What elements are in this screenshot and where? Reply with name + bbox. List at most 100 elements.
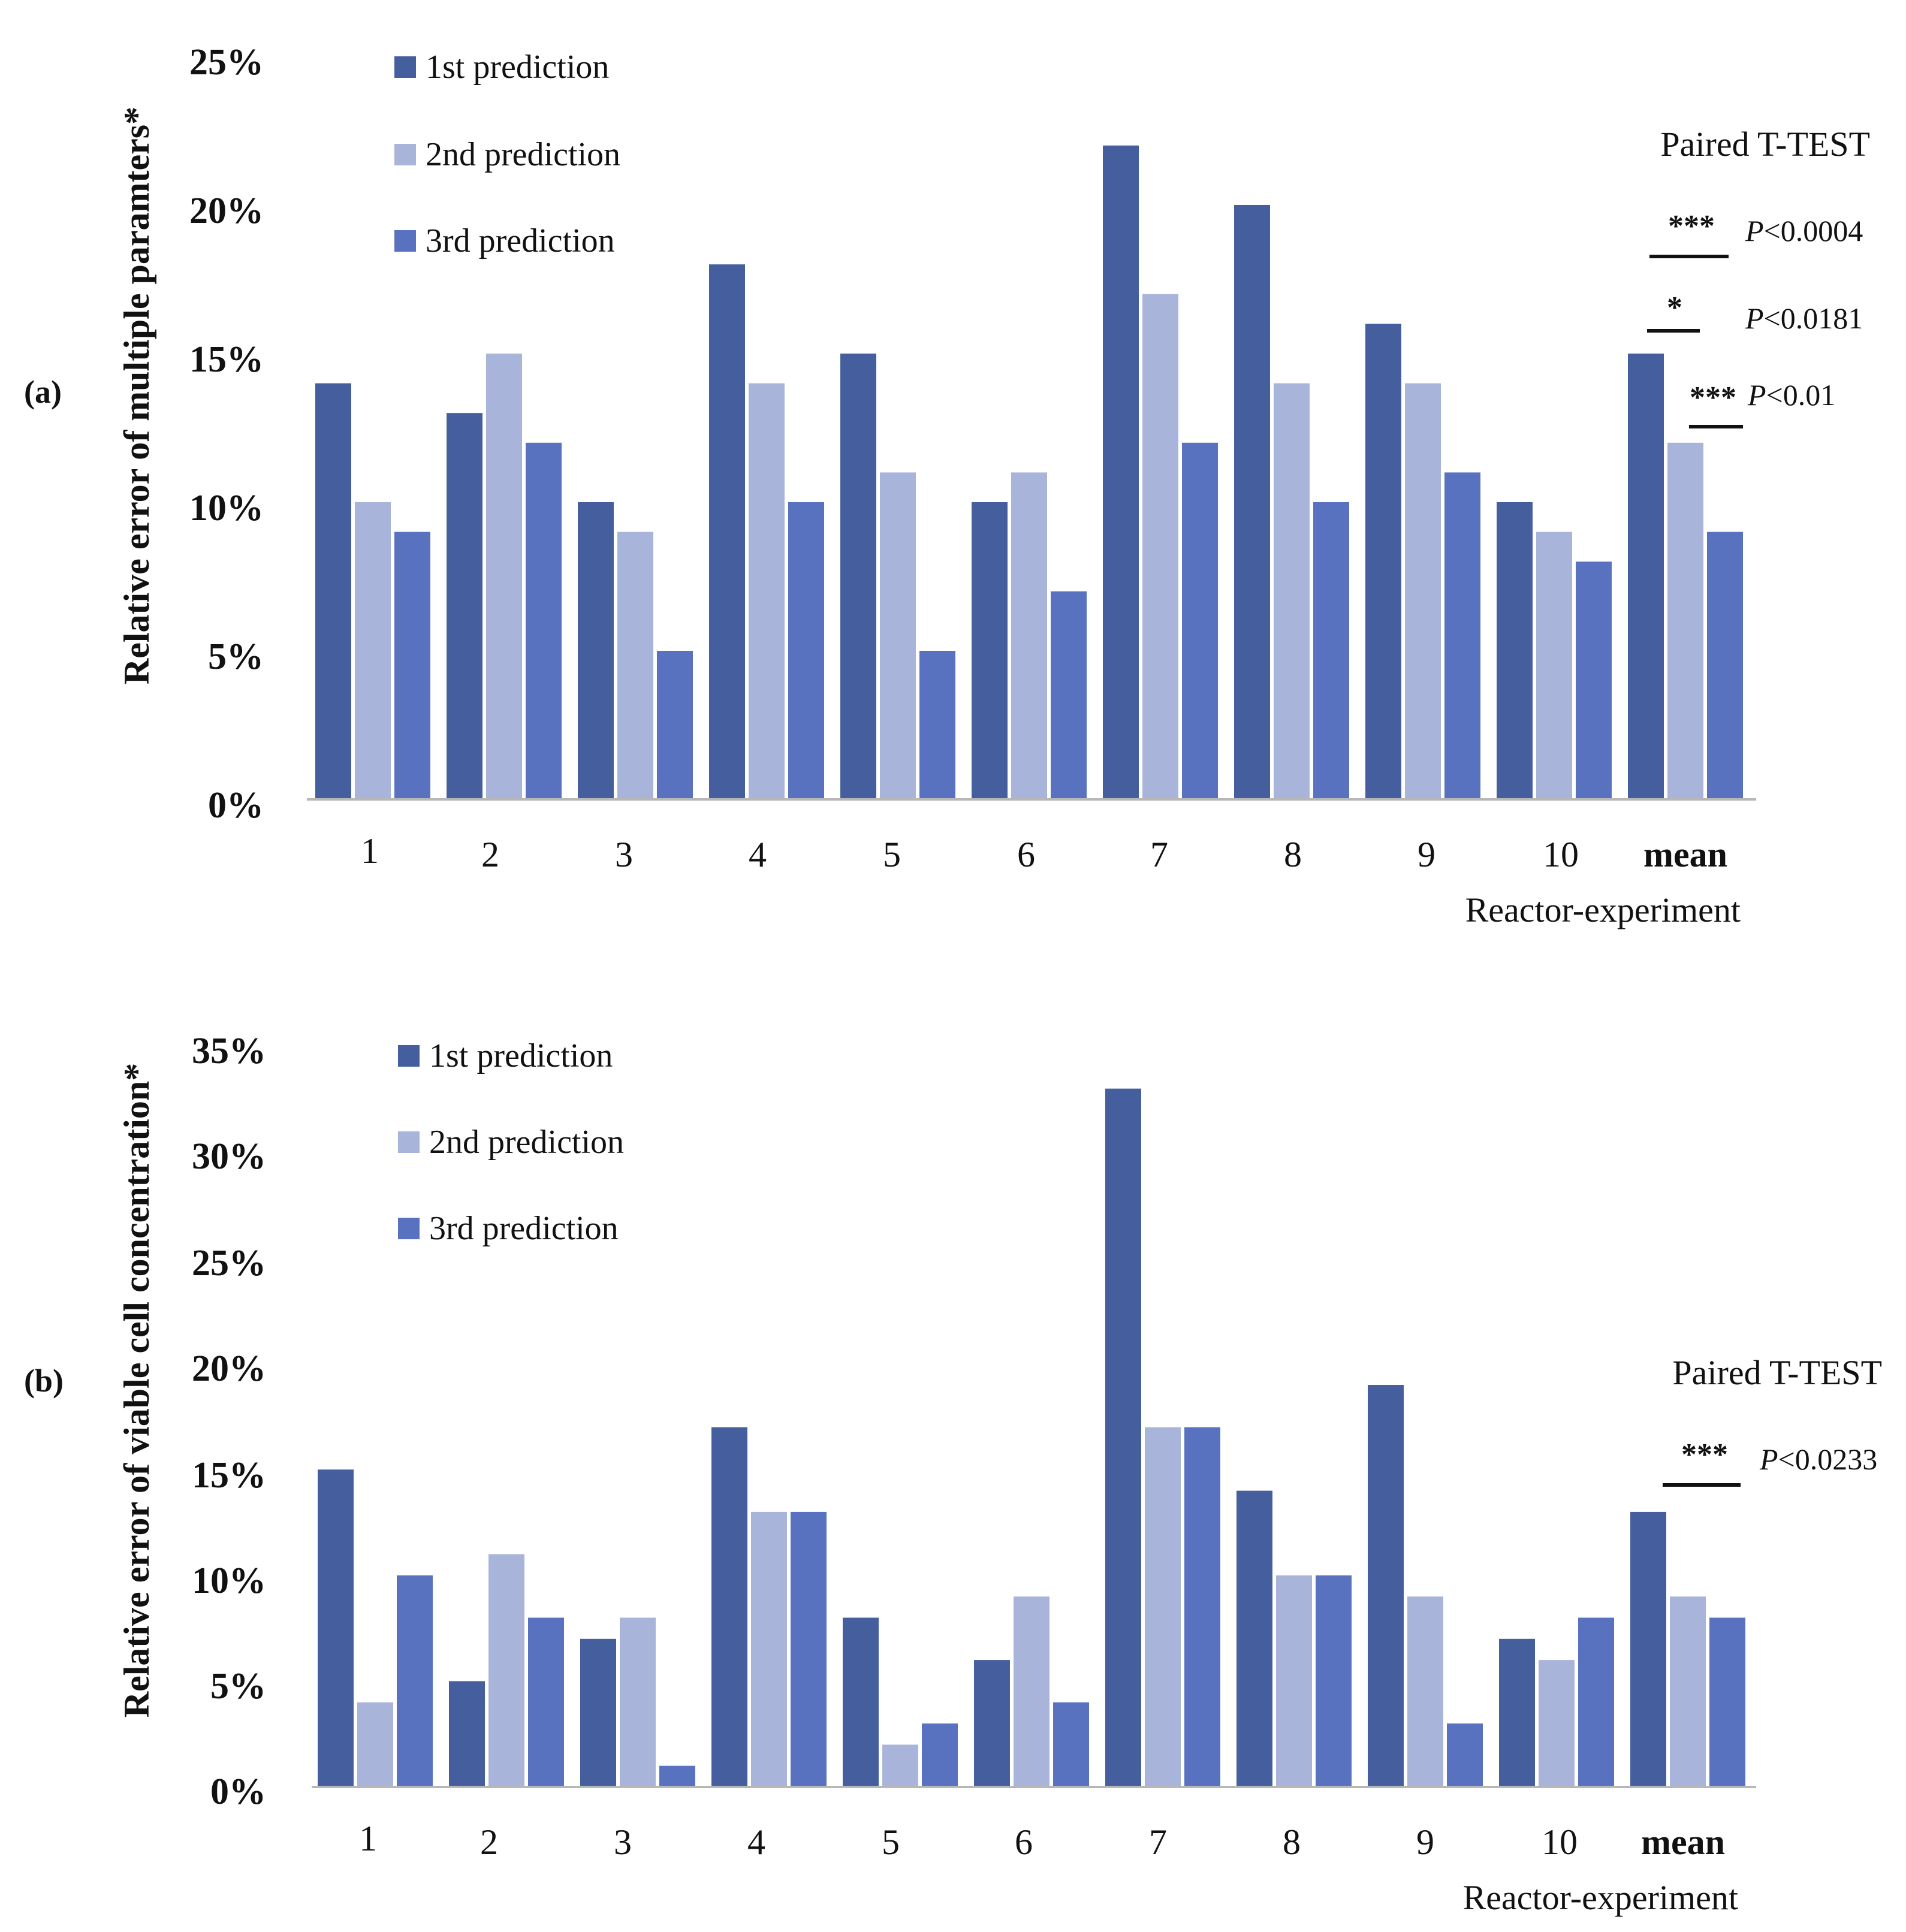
bar-third-prediction-1 (397, 1575, 433, 1787)
panel-b-x-tick: 7 (1149, 1822, 1167, 1862)
bar-second-prediction-10 (1536, 532, 1572, 799)
panel-b-y-tick: 10% (192, 1560, 266, 1601)
panel-a-x-tick: 5 (883, 835, 901, 874)
bar-third-prediction-6 (1053, 1702, 1089, 1787)
bar-third-prediction-3 (657, 651, 693, 799)
bar-first-prediction-7 (1103, 145, 1139, 799)
stats-p-value: P<0.0004 (1745, 214, 1863, 247)
bar-third-prediction-4 (788, 502, 824, 799)
bar-second-prediction-6 (1014, 1596, 1049, 1787)
bar-third-prediction-4 (791, 1511, 827, 1787)
bar-second-prediction-8 (1276, 1575, 1312, 1787)
stats-title: Paired T-TEST (1660, 125, 1870, 164)
panel-b-y-tick: 5% (210, 1666, 266, 1707)
panel-a-x-tick: 10 (1543, 835, 1579, 874)
bar-first-prediction-5 (840, 354, 876, 799)
panel-a-x-tick: 8 (1284, 835, 1302, 874)
legend-label-third: 3rd prediction (429, 1210, 619, 1247)
panel-b-y-tick: 15% (192, 1455, 266, 1496)
bar-second-prediction-7 (1145, 1427, 1181, 1787)
bar-third-prediction-2 (528, 1617, 564, 1787)
panel-b-legend: 1st prediction 2nd prediction 3rd predic… (398, 1037, 624, 1247)
bar-third-prediction-7 (1184, 1427, 1220, 1787)
bar-first-prediction-8 (1234, 205, 1270, 799)
panel-b-chart: (b) Relative error of viable cell concen… (24, 1031, 1882, 1917)
bar-first-prediction-mean (1630, 1511, 1666, 1787)
legend-label-second: 2nd prediction (429, 1124, 624, 1161)
legend-swatch-second (394, 144, 416, 165)
bar-second-prediction-2 (486, 354, 522, 799)
panel-b-stats: Paired T-TEST *** P<0.0233 (1663, 1353, 1882, 1487)
bar-second-prediction-5 (882, 1744, 918, 1787)
bar-third-prediction-8 (1316, 1575, 1352, 1787)
bar-third-prediction-mean (1707, 532, 1743, 799)
bar-third-prediction-9 (1444, 472, 1480, 799)
panel-b-x-tick: 5 (882, 1822, 900, 1862)
bar-first-prediction-1 (315, 383, 351, 799)
panel-a-x-tick: 2 (481, 835, 499, 874)
panel-b-x-tick: 6 (1015, 1822, 1033, 1862)
panel-a-y-axis-label: Relative error of multiple paramters* (117, 107, 156, 684)
bar-third-prediction-5 (919, 651, 955, 799)
bar-third-prediction-10 (1576, 562, 1612, 799)
panel-a-x-tick: 1 (361, 831, 379, 871)
bar-third-prediction-3 (659, 1765, 695, 1787)
panel-a-stats: Paired T-TEST *** P<0.0004 * P<0.0181 **… (1647, 125, 1870, 428)
bar-first-prediction-6 (974, 1660, 1010, 1787)
panel-a-bars (315, 145, 1743, 799)
panel-b-y-tick: 25% (192, 1243, 266, 1284)
panel-a-x-axis-label: Reactor-experiment (1465, 890, 1741, 929)
bar-second-prediction-10 (1539, 1660, 1575, 1787)
panel-b-x-tick: 3 (614, 1822, 632, 1862)
panel-a-y-tick: 25% (189, 42, 264, 83)
panel-a-label: (a) (24, 374, 62, 410)
bar-first-prediction-5 (843, 1617, 879, 1787)
panel-b-y-tick: 35% (192, 1031, 266, 1071)
stats-title: Paired T-TEST (1672, 1353, 1882, 1392)
panel-b-y-tick: 20% (192, 1348, 266, 1389)
bar-second-prediction-mean (1670, 1596, 1706, 1787)
bar-second-prediction-8 (1274, 383, 1310, 799)
bar-first-prediction-9 (1365, 324, 1401, 799)
panel-a-y-tick: 15% (189, 339, 264, 380)
panel-b-x-tick: 4 (747, 1822, 765, 1862)
bar-first-prediction-10 (1499, 1638, 1535, 1787)
panel-a-x-tick: 4 (749, 835, 767, 874)
stats-p-value: P<0.01 (1747, 378, 1835, 412)
stats-p-value: P<0.0181 (1745, 301, 1863, 335)
panel-a-y-tick: 0% (208, 785, 264, 826)
bar-first-prediction-3 (580, 1638, 616, 1787)
panel-b-x-tick: mean (1641, 1822, 1725, 1862)
panel-a-x-tick: 3 (615, 835, 633, 874)
bar-second-prediction-5 (880, 472, 916, 799)
panel-a-x-tick: 9 (1418, 835, 1435, 874)
legend-label-first: 1st prediction (429, 1037, 613, 1074)
bar-first-prediction-9 (1368, 1385, 1404, 1787)
bar-third-prediction-10 (1578, 1617, 1614, 1787)
bar-third-prediction-8 (1313, 502, 1349, 799)
stats-p-value: P<0.0233 (1759, 1442, 1877, 1476)
bar-third-prediction-mean (1709, 1617, 1745, 1787)
panel-a-legend: 1st prediction 2nd prediction 3rd predic… (394, 49, 620, 259)
legend-label-second: 2nd prediction (426, 136, 620, 173)
bar-third-prediction-7 (1182, 442, 1218, 799)
bar-second-prediction-mean (1667, 442, 1703, 799)
bar-first-prediction-10 (1497, 502, 1533, 799)
panel-a-chart: (a) Relative error of multiple paramters… (24, 42, 1870, 929)
bar-first-prediction-7 (1105, 1088, 1141, 1787)
panel-b-y-tick: 0% (210, 1771, 266, 1812)
legend-swatch-third (398, 1218, 420, 1239)
panel-a-x-tick: 6 (1017, 835, 1035, 874)
panel-a-y-tick: 10% (189, 488, 264, 529)
bar-first-prediction-1 (318, 1469, 354, 1787)
panel-b-x-tick: 10 (1542, 1822, 1578, 1862)
bar-first-prediction-4 (709, 264, 745, 799)
bar-second-prediction-3 (620, 1617, 656, 1787)
panel-b-x-tick: 8 (1283, 1822, 1301, 1862)
bar-third-prediction-2 (526, 442, 562, 799)
legend-swatch-first (394, 56, 416, 78)
legend-label-third: 3rd prediction (426, 222, 615, 259)
panel-a-y-tick: 20% (189, 191, 264, 231)
panel-a-y-tick: 5% (208, 636, 264, 677)
